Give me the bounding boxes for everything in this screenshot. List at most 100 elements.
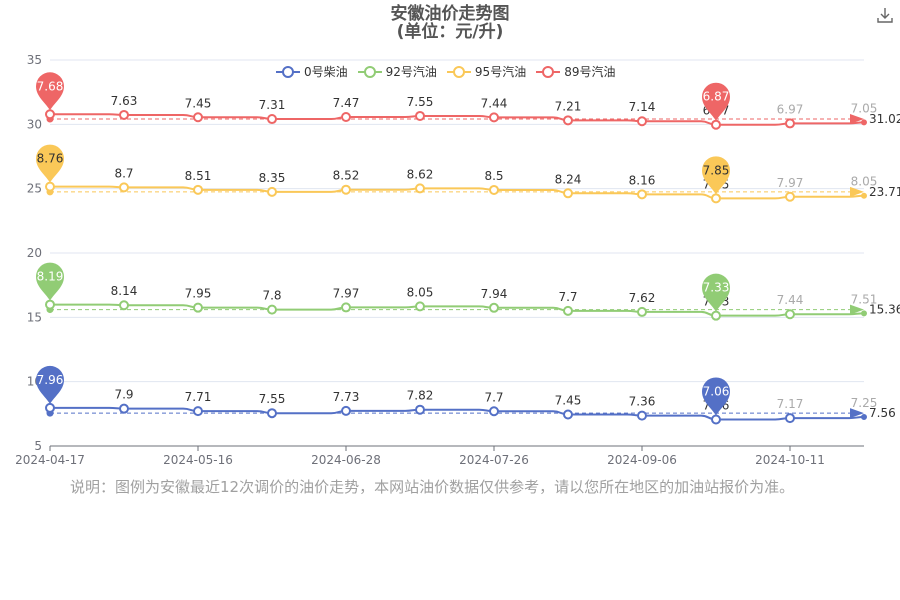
average-line-arrow (850, 186, 864, 197)
data-point (119, 300, 129, 311)
data-point (489, 302, 499, 313)
min-pin-label: 7.85 (703, 163, 730, 177)
data-label: 7.31 (259, 98, 286, 112)
average-label: 15.36 (869, 303, 900, 317)
data-label: 7.25 (851, 396, 878, 410)
chart-title: 安徽油价走势图 (390, 4, 510, 24)
data-point (489, 406, 499, 417)
legend-label: 89号汽油 (564, 65, 616, 79)
data-point (861, 414, 867, 421)
data-label: 7.45 (555, 393, 582, 407)
data-label: 7.47 (333, 96, 360, 110)
y-tick-label: 20 (27, 246, 42, 260)
data-label: 8.14 (111, 284, 138, 298)
legend-swatch (446, 65, 471, 78)
legend-item[interactable]: 89号汽油 (536, 63, 615, 80)
data-point (193, 302, 203, 313)
min-pin (702, 82, 730, 121)
data-point (563, 115, 573, 126)
series-line (50, 406, 865, 421)
y-tick-label: 25 (27, 182, 42, 196)
data-label: 8.52 (333, 169, 360, 183)
data-point (637, 189, 647, 200)
data-point (415, 183, 425, 194)
data-point (711, 119, 721, 130)
data-label: 8.16 (629, 173, 656, 187)
average-label: 23.71 (869, 185, 900, 199)
data-point (341, 184, 351, 195)
data-point (119, 109, 129, 120)
legend-item[interactable]: 95号汽油 (446, 63, 526, 80)
data-label: 7.73 (333, 390, 360, 404)
chart-legend[interactable]: 0号柴油 92号汽油 95号汽油 89号汽油 (276, 63, 615, 80)
data-point (267, 408, 277, 419)
x-tick-label: 2024-09-06 (607, 453, 677, 467)
data-point (267, 114, 277, 125)
data-label: 7.82 (407, 389, 434, 403)
data-label: 7.97 (777, 176, 804, 190)
data-label: 7.94 (481, 287, 508, 301)
data-point (193, 406, 203, 417)
y-tick-label: 5 (34, 439, 42, 453)
max-pin-label: 8.19 (37, 270, 64, 284)
data-label: 7.8 (262, 289, 281, 303)
data-point (785, 191, 795, 202)
min-pin-label: 6.87 (703, 90, 730, 104)
legend-label: 0号柴油 (304, 65, 348, 79)
legend-swatch (276, 65, 300, 78)
data-label: 7.55 (259, 392, 286, 406)
data-label: 8.51 (185, 169, 212, 183)
data-label: 7.71 (185, 390, 212, 404)
data-point (415, 301, 425, 312)
average-line-arrow (850, 114, 864, 125)
legend-item[interactable]: 92号汽油 (357, 63, 437, 80)
legend-item[interactable]: 0号柴油 (276, 63, 348, 80)
data-point (861, 119, 867, 126)
data-label: 8.62 (407, 167, 434, 181)
average-label: 7.56 (869, 406, 896, 420)
data-label: 7.9 (114, 388, 133, 402)
data-label: 7.62 (629, 291, 656, 305)
data-label: 7.14 (629, 100, 656, 114)
data-label: 7.05 (851, 101, 878, 115)
data-point (45, 109, 55, 120)
data-label: 7.17 (777, 397, 804, 411)
data-point (45, 299, 55, 310)
data-point (785, 118, 795, 129)
data-point (415, 110, 425, 121)
data-point (785, 309, 795, 320)
data-label: 6.97 (777, 102, 804, 116)
data-point (119, 182, 129, 193)
data-point (45, 402, 55, 413)
data-point (563, 409, 573, 420)
average-line-arrow (850, 304, 864, 315)
data-label: 7.51 (851, 292, 878, 306)
data-point (861, 310, 867, 317)
download-icon[interactable] (876, 6, 894, 24)
y-tick-label: 35 (27, 53, 42, 67)
data-label: 7.55 (407, 95, 434, 109)
chart-note: 说明：图例为安徽最近12次调价的油价走势，本网站油价数据仅供参考，请以您所在地区… (70, 478, 795, 496)
legend-label: 92号汽油 (385, 65, 437, 79)
chart-subtitle: (单位：元/升) (396, 22, 504, 42)
data-point (785, 413, 795, 424)
data-point (637, 306, 647, 317)
max-pin (36, 72, 64, 111)
data-label: 8.5 (484, 169, 503, 183)
data-label: 7.97 (333, 286, 360, 300)
max-pin-label: 7.96 (37, 373, 64, 387)
data-label: 7.7 (558, 290, 577, 304)
series-line (50, 303, 865, 317)
data-point (861, 192, 867, 199)
data-label: 8.7 (114, 166, 133, 180)
data-point (119, 403, 129, 414)
data-point (267, 186, 277, 197)
min-pin-label: 7.33 (703, 281, 730, 295)
data-point (637, 116, 647, 127)
data-point (193, 184, 203, 195)
data-label: 7.63 (111, 94, 138, 108)
max-pin-label: 8.76 (37, 152, 64, 166)
legend-swatch (357, 65, 382, 78)
data-label: 8.05 (407, 285, 434, 299)
